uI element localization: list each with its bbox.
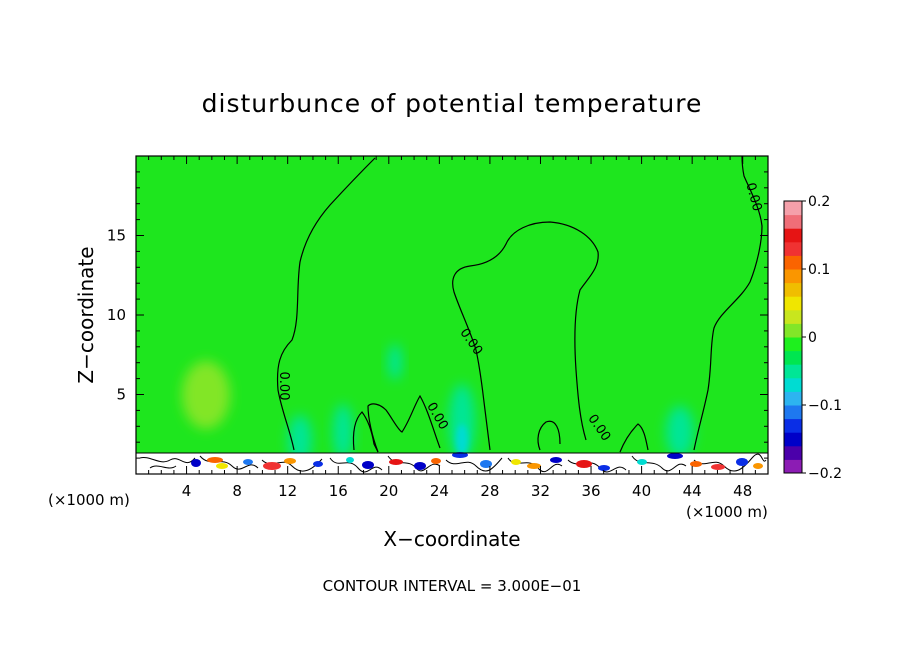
colorbar-swatch — [784, 445, 802, 460]
x-tick-label: 44 — [683, 482, 702, 500]
cool-plume — [666, 406, 694, 458]
contour-line — [452, 221, 599, 451]
plot-area: 0.00 0.00 0.00 0.00 0.00 — [136, 156, 768, 474]
x-tick-label: 48 — [733, 482, 752, 500]
surface-layer — [136, 452, 768, 474]
x-tick-label: 4 — [182, 482, 192, 500]
warm-anomaly-blob — [182, 361, 230, 429]
contour-label: 0.00 — [742, 181, 764, 213]
chart-title: disturbunce of potential temperature — [202, 89, 703, 118]
colorbar-swatch — [784, 364, 802, 379]
colorbar-swatch — [784, 323, 802, 338]
colorbar-swatch — [784, 432, 802, 447]
anomaly-layer — [182, 344, 694, 465]
colorbar-swatch — [784, 309, 802, 324]
x-tick-label: 16 — [329, 482, 348, 500]
contour-interval-note: CONTOUR INTERVAL = 3.000E−01 — [323, 577, 582, 595]
x-tick-label: 28 — [480, 482, 499, 500]
cool-plume — [388, 344, 402, 380]
x-tick-label: 24 — [430, 482, 449, 500]
contour-line — [537, 420, 561, 451]
x-axis: 4 8 12 16 20 24 28 32 36 40 44 48 — [148, 156, 756, 500]
colorbar-tick-label: −0.1 — [808, 398, 842, 414]
colorbar-tick-label: 0.2 — [808, 194, 830, 210]
y-tick-label: 15 — [107, 227, 126, 245]
y-tick-label: 10 — [107, 306, 126, 324]
x-tick-label: 20 — [379, 482, 398, 500]
x-axis-label: X−coordinate — [383, 527, 520, 551]
colorbar-swatch — [784, 282, 802, 297]
cool-plume — [333, 404, 353, 460]
colorbar-swatch — [784, 405, 802, 420]
colorbar-tick-label: 0.1 — [808, 262, 830, 278]
colorbar-swatch — [784, 418, 802, 433]
colorbar-swatch — [784, 391, 802, 406]
x-tick-label: 40 — [632, 482, 651, 500]
x-unit-right: (×1000 m) — [686, 503, 768, 521]
x-unit-left: (×1000 m) — [48, 491, 130, 509]
x-tick-label: 36 — [581, 482, 600, 500]
colorbar-swatch — [784, 228, 802, 243]
contour-line — [619, 423, 649, 453]
x-tick-label: 8 — [232, 482, 242, 500]
cool-plume — [449, 384, 475, 460]
zero-contours — [276, 156, 763, 453]
y-axis-label: Z−coordinate — [74, 246, 98, 383]
colorbar-swatch — [784, 201, 802, 216]
colorbar-swatch — [784, 255, 802, 270]
colorbar-swatch — [784, 214, 802, 229]
colorbar-swatch — [784, 337, 802, 352]
contour-line — [693, 156, 763, 451]
colorbar-swatch — [784, 459, 802, 474]
surface-anomaly-patches — [191, 452, 763, 471]
colorbar-swatch — [784, 269, 802, 284]
colorbar-swatch — [784, 296, 802, 311]
colorbar: 0.2 0.1 0 −0.1 −0.2 — [783, 194, 842, 482]
contour-line — [276, 157, 376, 451]
contour-label: 0.00 — [276, 372, 291, 401]
x-tick-label: 12 — [278, 482, 297, 500]
cool-plume-core — [456, 424, 468, 456]
colorbar-swatch — [784, 377, 802, 392]
contour-line — [367, 394, 441, 453]
colorbar-tick-label: −0.2 — [808, 466, 842, 482]
y-axis: 5 10 15 — [107, 171, 768, 459]
y-tick-label: 5 — [116, 386, 126, 404]
colorbar-tick-label: 0 — [808, 330, 817, 346]
colorbar-swatch — [784, 241, 802, 256]
x-tick-label: 32 — [531, 482, 550, 500]
colorbar-swatch — [784, 350, 802, 365]
